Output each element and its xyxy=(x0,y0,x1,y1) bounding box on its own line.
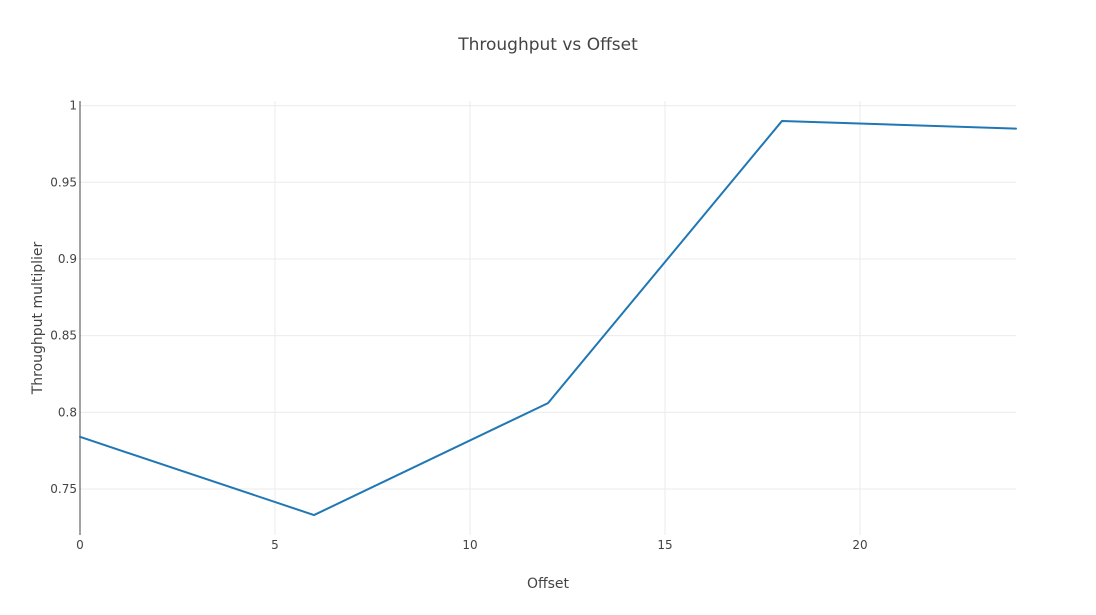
x-tick-label: 0 xyxy=(76,538,84,552)
x-tick-label: 15 xyxy=(657,538,672,552)
y-tick-label: 0.8 xyxy=(58,405,77,419)
series-layer xyxy=(79,119,1017,517)
y-tick-label: 0.85 xyxy=(50,329,77,343)
y-axis-title: Throughput multiplier xyxy=(30,241,46,395)
y-tick-label: 0.95 xyxy=(50,175,77,189)
series-line xyxy=(79,119,1017,517)
x-tick-label: 5 xyxy=(271,538,279,552)
x-axis-title: Offset xyxy=(527,576,570,592)
tick-labels: 0 5 10 15 20 0.75 0.8 0.85 0.9 0.95 1 xyxy=(50,99,867,552)
y-tick-label: 0.75 xyxy=(50,482,77,496)
chart-title: Throughput vs Offset xyxy=(457,35,638,55)
x-tick-label: 10 xyxy=(462,538,477,552)
y-tick-label: 0.9 xyxy=(58,252,77,266)
grid xyxy=(80,101,1016,535)
y-tick-label: 1 xyxy=(69,99,77,113)
x-tick-label: 20 xyxy=(852,538,867,552)
